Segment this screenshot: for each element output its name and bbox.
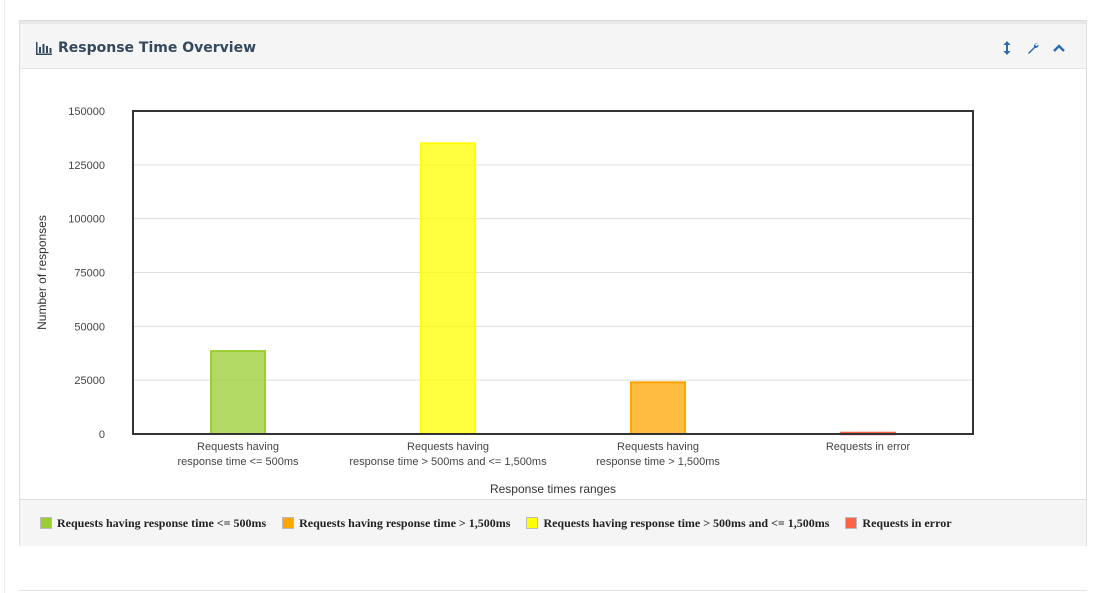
panel-title: Response Time Overview	[36, 38, 256, 58]
x-axis-label: Response times ranges	[490, 482, 616, 496]
bar[interactable]	[630, 381, 686, 436]
legend-label: Requests having response time > 1,500ms	[299, 515, 511, 530]
next-panel-edge	[19, 590, 1087, 591]
legend-label: Requests having response time > 500ms an…	[543, 515, 830, 530]
x-tick-label: Requests having	[197, 441, 279, 453]
x-tick-label: response time <= 500ms	[177, 456, 299, 468]
y-axis-label: Number of responses	[35, 215, 49, 330]
chart-legend: Requests having response time <= 500ms Re…	[20, 499, 1086, 546]
x-tick-label: response time > 1,500ms	[596, 456, 720, 468]
x-tick-label: Requests in error	[826, 441, 911, 453]
x-tick-label: Requests having	[407, 441, 489, 453]
response-time-chart: 0 25000 50000 75000 100000 125000 150000 Reque…	[35, 106, 974, 496]
panel-tools	[1000, 40, 1066, 56]
y-tick-label: 25000	[74, 375, 105, 387]
panel-heading: Response Time Overview	[20, 21, 1086, 69]
bar[interactable]	[420, 142, 476, 436]
response-time-overview-panel: Response Time Overview 0 25000 50000 75000 1…	[19, 20, 1087, 546]
y-tick-label: 150000	[68, 106, 105, 118]
bar-chart-icon	[36, 41, 52, 55]
legend-item[interactable]: Requests having response time > 500ms an…	[526, 516, 829, 531]
resize-vertical-icon[interactable]	[1000, 40, 1014, 56]
legend-label: Requests in error	[862, 515, 952, 530]
page-edge	[4, 0, 5, 593]
legend-item[interactable]: Requests in error	[845, 515, 952, 531]
legend-item[interactable]: Requests having response time <= 500ms	[40, 516, 266, 531]
y-tick-label: 50000	[74, 321, 105, 333]
bar[interactable]	[210, 350, 266, 436]
panel-title-text: Response Time Overview	[58, 40, 257, 56]
legend-swatch	[845, 517, 858, 529]
y-tick-label: 125000	[68, 160, 105, 172]
plot-frame	[132, 110, 974, 435]
chevron-up-icon[interactable]	[1052, 40, 1066, 56]
panel-body: 0 25000 50000 75000 100000 125000 150000 Reque…	[20, 69, 1086, 499]
y-tick-label: 75000	[74, 268, 105, 280]
legend-label: Requests having response time <= 500ms	[57, 515, 267, 530]
legend-swatch	[282, 517, 295, 529]
y-tick-label: 100000	[68, 214, 105, 226]
legend-swatch	[526, 517, 539, 529]
legend-item[interactable]: Requests having response time > 1,500ms	[282, 516, 510, 531]
legend-swatch	[40, 517, 52, 529]
y-tick-label: 0	[99, 429, 105, 441]
x-tick-label: response time > 500ms and <= 1,500ms	[349, 456, 547, 468]
x-tick-label: Requests having	[617, 441, 699, 453]
wrench-icon[interactable]	[1026, 40, 1040, 56]
